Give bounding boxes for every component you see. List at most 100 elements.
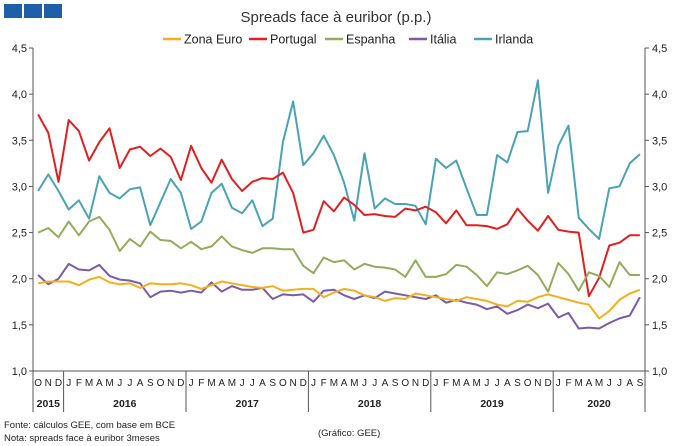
month-label-22: A xyxy=(259,378,266,389)
month-label-30: A xyxy=(341,378,348,389)
y-tick-label-right-4: 3,0 xyxy=(652,181,667,193)
month-label-46: A xyxy=(504,378,511,389)
month-label-18: A xyxy=(218,378,225,389)
month-label-53: M xyxy=(575,378,583,389)
month-label-34: A xyxy=(382,378,389,389)
month-label-12: O xyxy=(157,378,165,389)
y-tick-label-right-6: 4,0 xyxy=(652,89,667,101)
month-label-7: M xyxy=(105,378,113,389)
year-label-5: 2020 xyxy=(587,398,611,410)
month-label-37: N xyxy=(412,378,419,389)
footnote: Nota: spreads face à euribor 3meses xyxy=(4,433,160,444)
logo-box-3 xyxy=(44,4,62,18)
y-tick-label-left-0: 1,0 xyxy=(12,366,27,378)
month-label-56: J xyxy=(607,378,612,389)
month-label-19: M xyxy=(228,378,236,389)
logo-box-1 xyxy=(4,4,22,18)
legend-label-0: Zona Euro xyxy=(184,33,242,47)
series-line-zonaeuro xyxy=(37,275,641,320)
month-label-35: S xyxy=(392,378,399,389)
legend-label-2: Espanha xyxy=(346,33,395,47)
month-label-48: O xyxy=(524,378,532,389)
y-tick-label-right-3: 2,5 xyxy=(652,228,667,240)
year-label-0: 2015 xyxy=(37,398,61,410)
month-label-5: M xyxy=(85,378,93,389)
year-label-2: 2017 xyxy=(236,398,260,410)
month-label-21: J xyxy=(250,378,255,389)
month-label-52: F xyxy=(565,378,571,389)
y-tick-label-right-2: 2,0 xyxy=(652,274,667,286)
month-label-38: D xyxy=(422,378,429,389)
month-label-54: A xyxy=(586,378,593,389)
y-tick-label-left-4: 3,0 xyxy=(12,181,27,193)
month-label-45: J xyxy=(495,378,500,389)
month-label-6: A xyxy=(96,378,103,389)
month-label-41: M xyxy=(452,378,460,389)
month-label-1: N xyxy=(45,378,52,389)
legend-label-3: Itália xyxy=(430,33,456,47)
month-label-26: D xyxy=(300,378,307,389)
chart-legend: Zona Euro Portugal Espanha Itália Irlanda xyxy=(163,33,533,47)
y-tick-label-left-1: 1,5 xyxy=(12,320,27,332)
month-label-31: M xyxy=(350,378,358,389)
month-label-23: S xyxy=(269,378,276,389)
month-label-15: J xyxy=(189,378,194,389)
month-label-9: J xyxy=(127,378,132,389)
month-label-25: N xyxy=(289,378,296,389)
chart-title: Spreads face à euribor (p.p.) xyxy=(241,9,432,26)
year-label-4: 2019 xyxy=(480,398,504,410)
legend-label-4: Irlanda xyxy=(495,33,533,47)
series-line-irlanda xyxy=(37,79,641,240)
month-label-27: J xyxy=(311,378,316,389)
month-label-39: J xyxy=(433,378,438,389)
month-label-40: F xyxy=(443,378,449,389)
month-label-57: J xyxy=(617,378,622,389)
y-tick-label-left-5: 3,5 xyxy=(12,135,27,147)
month-label-0: O xyxy=(34,378,42,389)
legend-label-1: Portugal xyxy=(270,33,317,47)
month-label-20: J xyxy=(240,378,245,389)
series-line-espanha xyxy=(37,215,640,293)
month-label-29: M xyxy=(330,378,338,389)
month-label-8: J xyxy=(117,378,122,389)
month-label-28: F xyxy=(321,378,327,389)
month-label-59: S xyxy=(637,378,644,389)
y-tick-label-left-2: 2,0 xyxy=(12,274,27,286)
month-label-50: D xyxy=(544,378,551,389)
month-label-16: F xyxy=(198,378,204,389)
month-label-47: S xyxy=(514,378,521,389)
y-tick-label-right-1: 1,5 xyxy=(652,320,667,332)
month-label-24: O xyxy=(279,378,287,389)
month-label-10: A xyxy=(137,378,144,389)
month-label-3: J xyxy=(66,378,71,389)
y-tick-label-left-6: 4,0 xyxy=(12,89,27,101)
month-label-51: J xyxy=(556,378,561,389)
y-tick-label-right-5: 3,5 xyxy=(652,135,667,147)
month-label-2: D xyxy=(55,378,62,389)
month-label-49: N xyxy=(534,378,541,389)
y-tick-label-left-7: 4,5 xyxy=(12,43,27,55)
source-note: Fonte: cálculos GEE, com base em BCE xyxy=(4,420,176,431)
logo-box-2 xyxy=(24,4,42,18)
y-tick-label-right-7: 4,5 xyxy=(652,43,667,55)
month-label-4: F xyxy=(76,378,82,389)
month-label-44: J xyxy=(484,378,489,389)
month-label-11: S xyxy=(147,378,154,389)
series-line-itlia xyxy=(37,262,641,330)
year-label-3: 2018 xyxy=(358,398,382,410)
month-label-42: A xyxy=(463,378,470,389)
month-label-17: M xyxy=(207,378,215,389)
plot-area: 1,0 1,0 1,5 1,5 2,0 2,0 2,5 2,5 3,0 3,0 3,5 3,5 4,0 4… xyxy=(12,43,667,412)
y-tick-label-left-3: 2,5 xyxy=(12,228,27,240)
month-label-55: M xyxy=(595,378,603,389)
month-label-13: N xyxy=(167,378,174,389)
month-label-43: M xyxy=(473,378,481,389)
chart-credit: (Gráfico: GEE) xyxy=(318,428,381,439)
y-tick-label-right-0: 1,0 xyxy=(652,366,667,378)
series-line-portugal xyxy=(37,113,640,298)
month-label-36: O xyxy=(401,378,409,389)
month-label-32: J xyxy=(362,378,367,389)
year-label-1: 2016 xyxy=(113,398,137,410)
month-label-33: J xyxy=(372,378,377,389)
